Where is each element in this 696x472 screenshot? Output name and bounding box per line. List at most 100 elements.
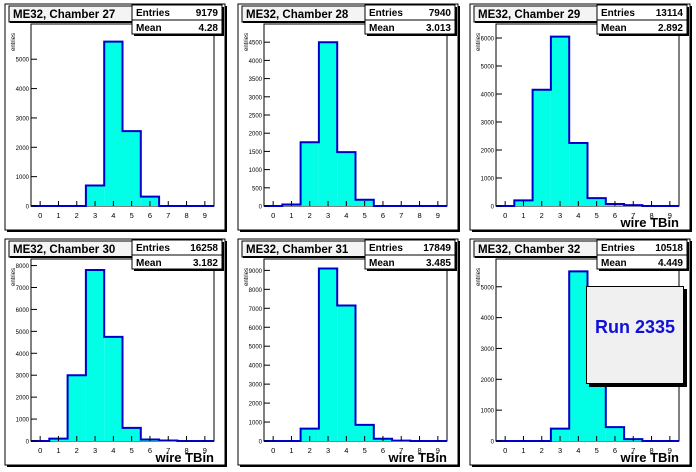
histogram-bar (550, 428, 570, 441)
stats-entries-value: 16258 (190, 243, 218, 254)
y-tick-label: 4000 (16, 352, 30, 358)
stats-entries-label: Entries (601, 8, 635, 19)
x-tick-label: 1 (289, 211, 293, 220)
x-tick-label: 7 (399, 211, 403, 220)
x-tick-label: 3 (558, 446, 562, 455)
y-tick-label: 1000 (249, 421, 263, 427)
x-tick-label: 7 (166, 211, 170, 220)
x-tick-label: 5 (363, 211, 367, 220)
x-tick-label: 2 (540, 211, 544, 220)
chart-title: ME32, Chamber 27 (13, 9, 115, 21)
y-axis-title: entries (11, 268, 17, 286)
x-tick-label: 6 (613, 211, 617, 220)
histogram-bar (550, 36, 570, 206)
y-tick-label: 0 (259, 440, 263, 446)
histogram-bar (122, 131, 141, 206)
stats-entries-value: 17849 (423, 243, 451, 254)
histogram-bar (85, 269, 105, 441)
y-tick-label: 3000 (16, 374, 30, 380)
x-tick-label: 7 (399, 446, 403, 455)
histogram-bar (318, 268, 338, 441)
histogram-outline (31, 268, 214, 442)
histogram-pad: 0 1 2 3 4 5 6 7 8 9 0 1000 2000 3000 4000 5000 entries ME… (4, 3, 227, 232)
x-tick-label: 1 (56, 211, 60, 220)
x-tick-label: 8 (184, 211, 188, 220)
y-tick-label: 5000 (16, 58, 30, 64)
x-tick-label: 2 (308, 211, 312, 220)
y-tick-label: 5000 (16, 330, 30, 336)
x-tick-label: 8 (417, 211, 421, 220)
y-tick-label: 2000 (16, 396, 30, 402)
histogram-bar (318, 42, 338, 207)
x-tick-label: 8 (649, 446, 653, 455)
y-tick-label: 2000 (481, 149, 495, 155)
x-tick-label: 0 (271, 446, 275, 455)
y-tick-label: 4500 (249, 41, 263, 47)
x-tick-label: 5 (130, 446, 134, 455)
y-tick-label: 2000 (249, 132, 263, 138)
x-axis-title: wire TBin (154, 450, 214, 465)
run-label-box: Run 2335 (586, 286, 684, 384)
x-tick-label: 4 (576, 446, 580, 455)
y-tick-label: 4000 (16, 87, 30, 93)
histogram-pad: 0 1 2 3 4 5 6 7 8 9 0 1000 2000 3000 4000 5000 6000 7000 8… (4, 238, 227, 467)
x-tick-label: 0 (38, 446, 42, 455)
stats-mean-label: Mean (601, 258, 627, 269)
y-tick-label: 5000 (481, 285, 495, 291)
x-tick-label: 2 (540, 446, 544, 455)
stats-mean-label: Mean (136, 23, 162, 34)
x-tick-label: 4 (111, 211, 115, 220)
histogram-bar (104, 41, 123, 207)
x-tick-label: 9 (203, 446, 207, 455)
histogram-outline (496, 35, 679, 207)
histogram-bar (67, 375, 86, 441)
y-tick-label: 7000 (16, 286, 30, 292)
y-tick-label: 1500 (249, 150, 263, 156)
histogram-bar (337, 305, 356, 441)
x-tick-label: 3 (93, 446, 97, 455)
stats-mean-value: 3.182 (193, 258, 218, 269)
histogram-bar (85, 185, 105, 206)
stats-entries-value: 7940 (429, 8, 452, 19)
stats-mean-label: Mean (369, 258, 395, 269)
y-tick-label: 0 (26, 440, 30, 446)
y-tick-label: 8000 (16, 264, 30, 270)
x-axis-title: wire TBin (387, 450, 447, 465)
histogram-bar (355, 424, 374, 441)
stats-entries-value: 10518 (655, 243, 683, 254)
y-tick-label: 8000 (249, 288, 263, 294)
y-tick-label: 6000 (16, 308, 30, 314)
x-tick-label: 3 (558, 211, 562, 220)
x-tick-label: 4 (344, 446, 348, 455)
x-tick-label: 1 (289, 446, 293, 455)
y-tick-label: 0 (491, 205, 495, 211)
histogram-pad: 0 1 2 3 4 5 6 7 8 9 0 500 1000 1500 2000 2500 3000 3500 40… (237, 3, 460, 232)
histogram-bar (569, 271, 588, 441)
x-tick-label: 4 (111, 446, 115, 455)
stats-entries-label: Entries (369, 8, 403, 19)
y-tick-label: 2000 (481, 378, 495, 384)
y-tick-label: 5000 (249, 345, 263, 351)
stats-mean-value: 2.892 (658, 23, 683, 34)
stats-entries-label: Entries (601, 243, 635, 254)
y-tick-label: 0 (491, 440, 495, 446)
x-tick-label: 1 (56, 446, 60, 455)
x-tick-label: 5 (595, 446, 599, 455)
stats-mean-value: 4.28 (199, 23, 219, 34)
x-tick-label: 4 (344, 211, 348, 220)
y-axis-title: entries (244, 33, 250, 51)
y-tick-label: 0 (26, 205, 30, 211)
histogram-bar (122, 427, 141, 441)
y-tick-label: 3000 (16, 116, 30, 122)
y-tick-label: 3000 (481, 347, 495, 353)
stats-entries-value: 9179 (196, 8, 219, 19)
x-tick-label: 8 (649, 211, 653, 220)
chart-title: ME32, Chamber 28 (246, 9, 349, 21)
histogram-outline (264, 41, 447, 207)
stats-entries-label: Entries (136, 8, 170, 19)
y-tick-label: 1000 (481, 177, 495, 183)
x-tick-label: 9 (668, 211, 672, 220)
stats-entries-label: Entries (136, 243, 170, 254)
title-box-shadow (10, 21, 133, 23)
x-tick-label: 9 (436, 446, 440, 455)
